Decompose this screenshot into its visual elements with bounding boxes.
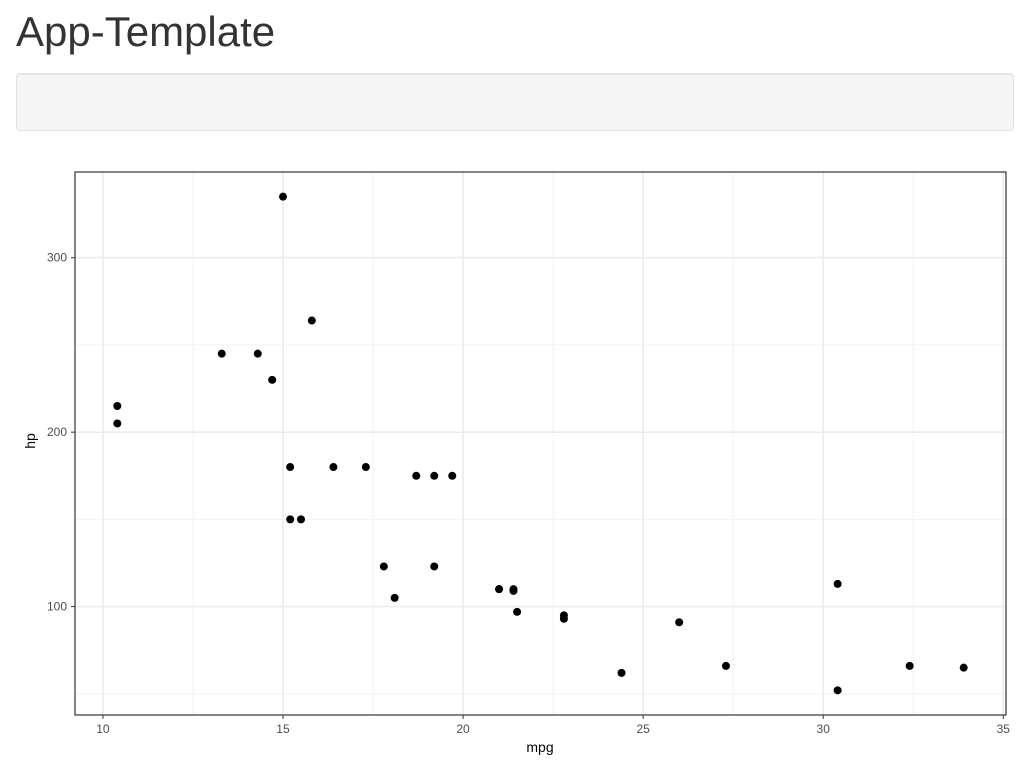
panel-border (74, 171, 1007, 716)
x-tick-label: 35 (997, 722, 1011, 736)
point (268, 375, 277, 384)
point (833, 579, 842, 588)
point (217, 349, 226, 358)
y-axis-label: hp (22, 433, 38, 449)
point (559, 611, 568, 620)
x-tick-label: 10 (96, 722, 110, 736)
x-tick-label: 25 (636, 722, 650, 736)
point (905, 661, 914, 670)
point (307, 316, 316, 325)
point (278, 192, 287, 201)
y-tick-label: 100 (47, 600, 67, 614)
point (329, 463, 338, 472)
app-title: App-Template (16, 8, 276, 55)
sidebar-panel (16, 73, 1014, 131)
point (448, 471, 457, 480)
point (495, 585, 504, 594)
point (286, 463, 295, 472)
point (361, 463, 370, 472)
point (379, 562, 388, 571)
x-axis-label: mpg (526, 739, 553, 755)
point (617, 668, 626, 677)
point (412, 471, 421, 480)
point (959, 663, 968, 672)
point (113, 419, 122, 428)
y-tick-label: 300 (47, 251, 67, 265)
point (675, 618, 684, 627)
point (286, 515, 295, 524)
point (430, 471, 439, 480)
y-tick-label: 200 (47, 425, 67, 439)
plot-panel (75, 172, 1006, 715)
x-tick-label: 15 (276, 722, 290, 736)
point (113, 401, 122, 410)
point (296, 515, 305, 524)
point (721, 661, 730, 670)
x-tick-label: 20 (456, 722, 470, 736)
point (390, 593, 399, 602)
point (430, 562, 439, 571)
point (833, 686, 842, 695)
point (513, 607, 522, 616)
point (253, 349, 262, 358)
point (509, 586, 518, 595)
x-tick-label: 30 (817, 722, 831, 736)
